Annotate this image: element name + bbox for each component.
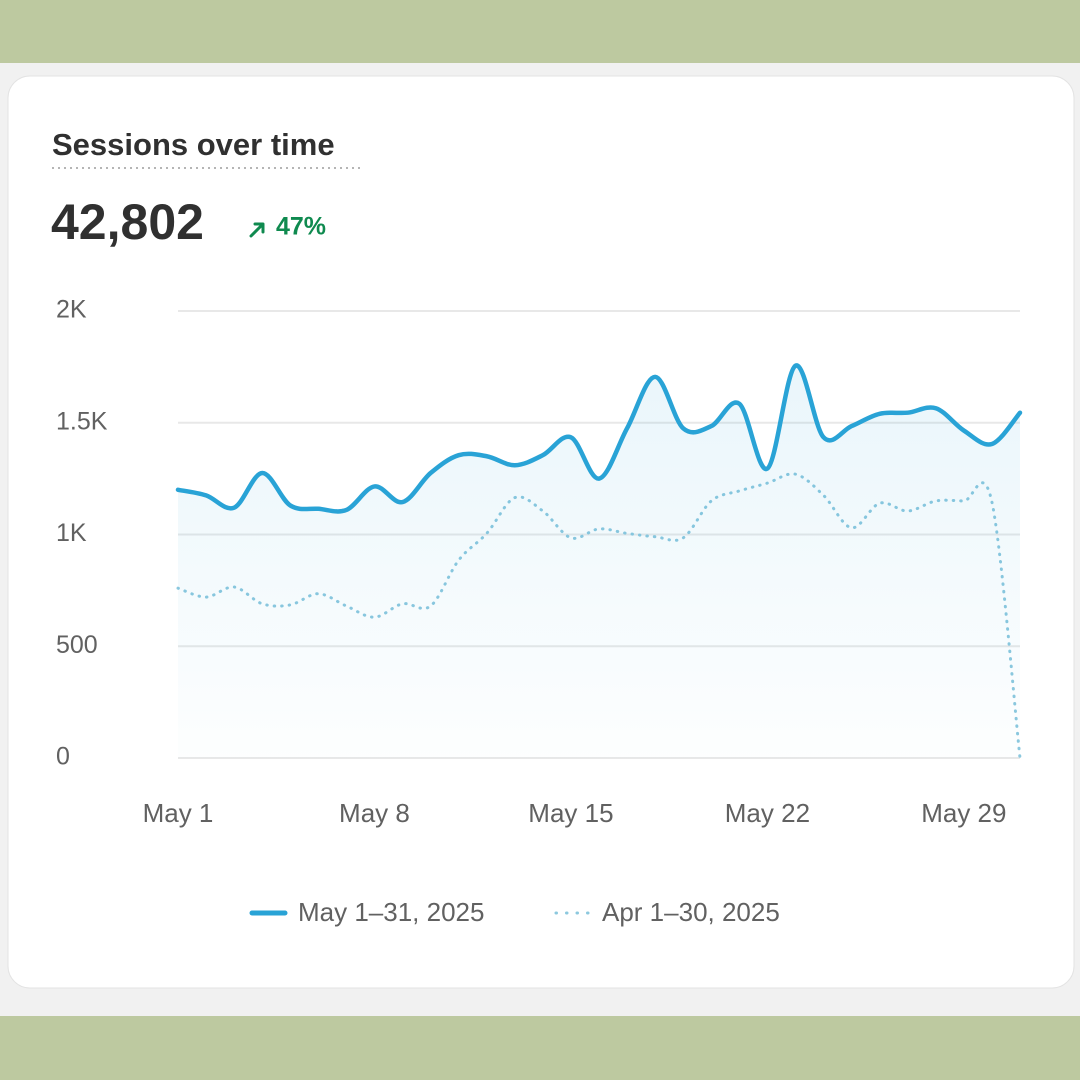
change-value: 47% <box>276 213 326 241</box>
up-arrow <box>249 222 265 238</box>
x-tick-label: May 8 <box>339 798 410 828</box>
bottom-band <box>0 1016 1080 1080</box>
total-value: 42,802 <box>51 194 204 250</box>
y-tick-label: 0 <box>56 743 70 771</box>
y-tick-label: 500 <box>56 631 98 659</box>
x-tick-label: May 15 <box>528 798 613 828</box>
x-tick-label: May 29 <box>921 798 1006 828</box>
y-tick-label: 1.5K <box>56 407 108 435</box>
series-line <box>175 363 1023 514</box>
plot: 0 500 1K 1.5K 2K May 1 May 8 May 15 May 22 May 29… <box>56 296 1023 927</box>
y-tick-label: 1K <box>56 519 87 547</box>
y-tick-label: 2K <box>56 296 87 324</box>
legend-label: Apr 1–30, 2025 <box>602 897 780 927</box>
x-tick-label: May 22 <box>725 798 810 828</box>
x-tick-label: May 1 <box>143 798 214 828</box>
area-fill <box>178 365 1020 758</box>
legend-label: May 1–31, 2025 <box>298 897 484 927</box>
top-band <box>0 0 1080 63</box>
card-title[interactable]: Sessions over time <box>52 127 335 162</box>
